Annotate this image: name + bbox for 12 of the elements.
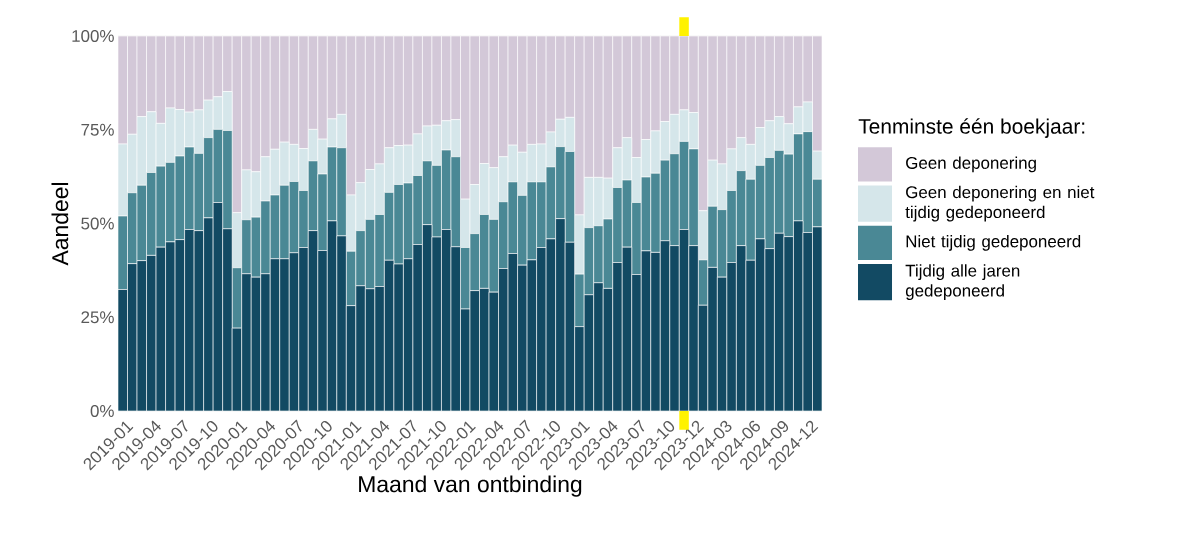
legend-label: Geen deponering [906, 156, 1036, 173]
y-tick-label: 100% [72, 30, 114, 42]
y-axis-title: Aandeel [51, 183, 69, 266]
y-tick-label: 50% [81, 217, 114, 230]
y-tick-label: 0% [90, 405, 114, 417]
text: Tijdig alle jaren gedeponeerd [905, 264, 1020, 300]
legend-title: Tenminste één boekjaar: [858, 118, 1085, 138]
legend-label: Geen deponering en niet tijdig gedeponeerd [905, 185, 1095, 222]
y-tick-label: 75% [81, 123, 114, 136]
y-tick-label: 25% [81, 311, 114, 324]
x-axis-title: Maand van ontbinding [359, 475, 582, 497]
legend-label: Niet tijdig gedeponeerd [906, 234, 1081, 251]
